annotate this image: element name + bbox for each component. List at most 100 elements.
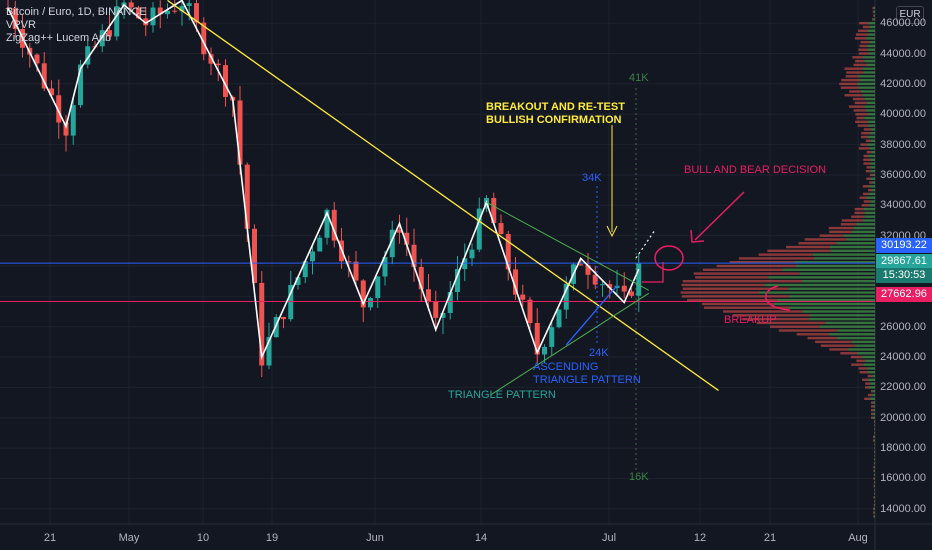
vpvr-bar-buy bbox=[872, 181, 875, 183]
vpvr-bar-sell bbox=[860, 371, 868, 373]
vpvr-bar-sell bbox=[861, 41, 870, 43]
vpvr-bar-buy bbox=[874, 485, 875, 487]
vpvr-bar-buy bbox=[870, 162, 875, 164]
vpvr-bar-buy bbox=[873, 18, 875, 20]
vpvr-bar-sell bbox=[858, 30, 867, 32]
vpvr-bar-sell bbox=[856, 360, 865, 362]
vpvr-bar-sell bbox=[868, 375, 873, 377]
vpvr-bar-buy bbox=[868, 113, 875, 115]
vpvr-bar-buy bbox=[868, 371, 875, 373]
time-tick-label: Aug bbox=[848, 532, 868, 544]
vpvr-bar-sell bbox=[873, 439, 874, 441]
vpvr-bar-sell bbox=[857, 117, 865, 119]
vpvr-bar-sell bbox=[873, 477, 874, 479]
vpvr-bar-sell bbox=[872, 18, 873, 20]
vpvr-bar-sell bbox=[682, 295, 789, 297]
price-tag-countdown: 15:30:53 bbox=[876, 268, 932, 283]
vpvr-bar-sell bbox=[842, 219, 863, 221]
vpvr-bar-sell bbox=[867, 151, 872, 153]
vpvr-bar-buy bbox=[873, 405, 875, 407]
vpvr-bar-buy bbox=[873, 174, 875, 176]
vpvr-bar-buy bbox=[864, 117, 875, 119]
vpvr-bar-sell bbox=[859, 22, 868, 24]
vpvr-bar-sell bbox=[853, 64, 866, 66]
indicator-vpvr[interactable]: VPVR bbox=[6, 19, 147, 32]
vpvr-bar-sell bbox=[873, 508, 874, 510]
candle-body bbox=[557, 310, 562, 328]
vpvr-bar-buy bbox=[825, 322, 875, 324]
vpvr-bar-buy bbox=[855, 344, 875, 346]
vpvr-bar-buy bbox=[865, 98, 875, 100]
vpvr-bar-buy bbox=[868, 379, 875, 381]
vpvr-bar-sell bbox=[861, 132, 870, 134]
vpvr-bar-buy bbox=[874, 470, 875, 472]
vpvr-bar-sell bbox=[855, 113, 868, 115]
price-tick-label: 24000.00 bbox=[880, 351, 926, 363]
candle-body bbox=[542, 347, 547, 355]
ascending-annotation: ASCENDING TRIANGLE PATTERN bbox=[533, 361, 641, 387]
vpvr-bar-sell bbox=[854, 109, 866, 111]
candle-body bbox=[528, 300, 533, 323]
symbol-line[interactable]: Bitcoin / Euro, 1D, BINANCE bbox=[6, 6, 147, 19]
vpvr-bar-sell bbox=[855, 121, 868, 123]
vpvr-bar-sell bbox=[860, 197, 867, 199]
indicator-zigzag[interactable]: ZigZag++ Lucem Anb bbox=[6, 32, 147, 45]
price-tick-label: 42000.00 bbox=[880, 78, 926, 90]
vpvr-bar-buy bbox=[809, 314, 875, 316]
time-tick-label: 12 bbox=[694, 532, 706, 544]
vpvr-bar-buy bbox=[867, 136, 875, 138]
time-tick-label: May bbox=[119, 532, 140, 544]
vpvr-bar-buy bbox=[874, 420, 875, 422]
vpvr-bar-buy bbox=[831, 250, 875, 252]
candle-body bbox=[549, 327, 554, 347]
price-tick-label: 38000.00 bbox=[880, 139, 926, 151]
candle-body bbox=[506, 234, 511, 269]
vpvr-bar-buy bbox=[869, 147, 875, 149]
vpvr-bar-buy bbox=[872, 189, 875, 191]
vpvr-bar-sell bbox=[841, 86, 859, 88]
volume-16k-label: 16K bbox=[629, 471, 649, 483]
vpvr-bar-sell bbox=[863, 193, 869, 195]
vpvr-bar-buy bbox=[874, 7, 875, 9]
vpvr-bar-sell bbox=[874, 420, 875, 422]
candle-body bbox=[433, 302, 438, 318]
candle-body bbox=[629, 292, 634, 296]
price-tag-blue: 30193.22 bbox=[876, 238, 932, 253]
vpvr-bar-buy bbox=[869, 124, 875, 126]
vpvr-bar-sell bbox=[862, 204, 869, 206]
vpvr-bar-sell bbox=[829, 227, 854, 229]
volume-24k-label: 24K bbox=[589, 347, 609, 360]
time-tick-label: 10 bbox=[197, 532, 209, 544]
candle-body bbox=[426, 289, 431, 301]
vpvr-bar-buy bbox=[867, 143, 875, 145]
vpvr-bar-sell bbox=[703, 269, 783, 271]
vpvr-bar-buy bbox=[868, 22, 875, 24]
price-tick-label: 44000.00 bbox=[880, 48, 926, 60]
vpvr-bar-buy bbox=[873, 417, 875, 419]
vpvr-bar-sell bbox=[873, 496, 874, 498]
vpvr-bar-buy bbox=[874, 508, 875, 510]
vpvr-bar-sell bbox=[866, 140, 871, 142]
vpvr-bar-sell bbox=[739, 257, 814, 259]
vpvr-bar-sell bbox=[871, 405, 873, 407]
vpvr-bar-sell bbox=[866, 166, 870, 168]
vpvr-bar-sell bbox=[855, 212, 865, 214]
vpvr-bar-buy bbox=[871, 140, 875, 142]
vpvr-bar-sell bbox=[855, 208, 864, 210]
vpvr-bar-sell bbox=[845, 94, 863, 96]
vpvr-bar-buy bbox=[869, 41, 875, 43]
candle-body bbox=[281, 317, 286, 319]
vpvr-bar-sell bbox=[797, 333, 829, 335]
vpvr-bar-buy bbox=[874, 515, 875, 517]
vpvr-bar-sell bbox=[855, 102, 867, 104]
candle-body bbox=[622, 286, 627, 292]
vpvr-bar-buy bbox=[796, 265, 875, 267]
vpvr-bar-sell bbox=[872, 7, 873, 9]
vpvr-bar-buy bbox=[867, 367, 875, 369]
vpvr-bar-buy bbox=[856, 223, 875, 225]
vpvr-bar-sell bbox=[874, 447, 875, 449]
vpvr-bar-buy bbox=[870, 159, 875, 161]
vpvr-bar-sell bbox=[841, 223, 856, 225]
vpvr-bar-buy bbox=[764, 284, 875, 286]
